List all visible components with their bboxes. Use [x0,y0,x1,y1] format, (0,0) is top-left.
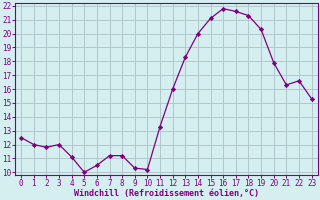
X-axis label: Windchill (Refroidissement éolien,°C): Windchill (Refroidissement éolien,°C) [74,189,259,198]
